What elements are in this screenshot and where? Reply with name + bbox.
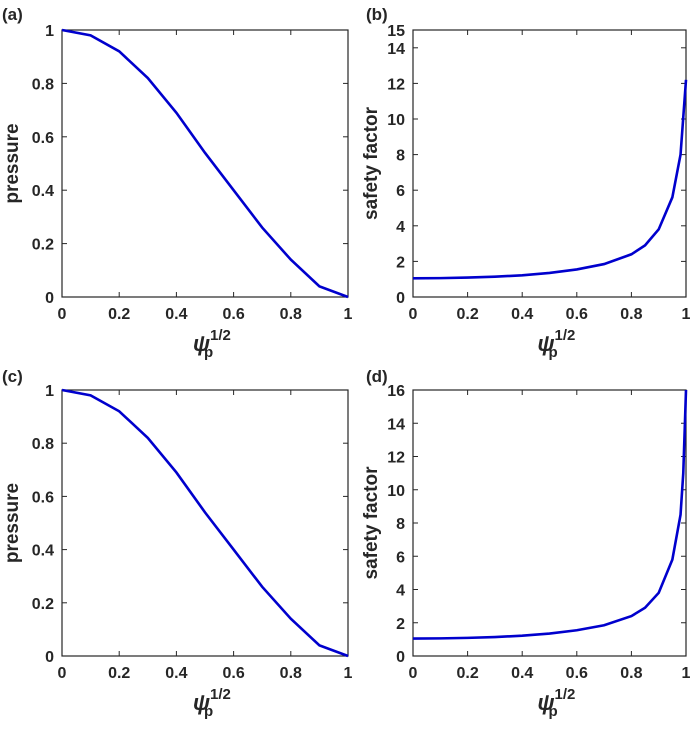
y-tick-label: 2 [396, 616, 405, 633]
x-axis-label: ψ1/2 [193, 686, 231, 715]
y-tick-label: 0.2 [32, 596, 54, 613]
x-axis-label-sub: p [204, 344, 213, 361]
y-tick-label: 6 [396, 549, 405, 566]
y-tick-label: 6 [396, 183, 405, 200]
y-axis-label: safety factor [361, 466, 382, 580]
y-tick-label: 15 [387, 23, 405, 40]
x-tick-label: 0.4 [511, 665, 533, 682]
x-tick-label: 0.4 [165, 306, 187, 323]
x-tick-label: 0.8 [620, 665, 642, 682]
y-tick-label: 0 [396, 290, 405, 307]
x-tick-label: 0.6 [222, 665, 244, 682]
plot-frame [412, 29, 687, 298]
panel-label: (c) [2, 367, 23, 386]
x-tick-label: 0.8 [280, 665, 302, 682]
y-tick-label: 0.8 [32, 436, 54, 453]
panel-label: (a) [2, 5, 23, 24]
y-tick-label: 16 [387, 383, 405, 400]
x-axis-label: ψ1/2 [193, 327, 231, 356]
y-tick-label: 0 [45, 649, 54, 666]
chart-panel-c: (c) 0 0.2 0.4 0.6 0.8 1 0 0.2 0.4 0.6 0.8 1 pressure ψ… [2, 367, 353, 720]
y-tick-label: 8 [396, 516, 405, 533]
y-tick-label: 0.2 [32, 237, 54, 254]
y-tick-label: 2 [396, 254, 405, 271]
x-axis-label: ψ1/2 [538, 686, 576, 715]
x-axis-label-sup: 1/2 [555, 686, 576, 703]
y-tick-label: 4 [396, 219, 405, 236]
x-axis-label: ψ1/2 [538, 327, 576, 356]
y-tick-label: 0.4 [32, 183, 54, 200]
x-axis-label-symbol: ψ [538, 690, 555, 715]
x-tick-label: 0.4 [165, 665, 187, 682]
x-tick-label: 1 [344, 665, 353, 682]
x-tick-label: 0 [58, 306, 67, 323]
x-axis-label-sub: p [204, 703, 213, 720]
y-tick-label: 0.6 [32, 130, 54, 147]
x-tick-label: 1 [682, 306, 691, 323]
x-tick-label: 0.6 [566, 665, 588, 682]
y-tick-label: 8 [396, 148, 405, 165]
x-tick-label: 0.2 [108, 306, 130, 323]
y-tick-label: 10 [387, 483, 405, 500]
x-axis-label-symbol: ψ [193, 690, 210, 715]
x-axis-label-sub: p [549, 344, 558, 361]
x-axis-label-sub: p [549, 703, 558, 720]
x-tick-label: 1 [344, 306, 353, 323]
series-line [412, 79, 688, 280]
y-tick-label: 0 [396, 649, 405, 666]
x-tick-label: 0 [58, 665, 67, 682]
x-axis-label-sup: 1/2 [210, 327, 231, 344]
x-tick-label: 0.2 [456, 665, 478, 682]
y-tick-label: 10 [387, 112, 405, 129]
y-axis-label: pressure [2, 483, 23, 563]
x-tick-label: 0.6 [566, 306, 588, 323]
x-tick-label: 0.8 [280, 306, 302, 323]
x-tick-label: 0.8 [620, 306, 642, 323]
x-axis-label-sup: 1/2 [555, 327, 576, 344]
y-tick-label: 14 [387, 41, 405, 58]
x-axis-label-sup: 1/2 [210, 686, 231, 703]
y-tick-label: 0.8 [32, 76, 54, 93]
chart-panel-a: (a) 0 0.2 0.4 0.6 0.8 1 0 0.2 0.4 0.6 0.8 1 pressure ψ… [2, 5, 353, 361]
y-axis-label: safety factor [361, 106, 382, 220]
y-tick-label: 0 [45, 290, 54, 307]
y-tick-label: 1 [45, 383, 54, 400]
x-tick-label: 0 [409, 665, 418, 682]
y-tick-label: 14 [387, 416, 405, 433]
plot-frame [61, 389, 349, 657]
x-tick-label: 1 [682, 665, 691, 682]
y-tick-label: 4 [396, 583, 405, 600]
plot-frame [61, 29, 349, 298]
x-axis-label-symbol: ψ [193, 331, 210, 356]
y-axis-label: pressure [2, 123, 23, 203]
panel-label: (b) [366, 5, 388, 24]
series-line [61, 28, 349, 299]
series-line [61, 388, 349, 658]
x-tick-label: 0.2 [108, 665, 130, 682]
x-tick-label: 0.6 [222, 306, 244, 323]
x-tick-label: 0.2 [456, 306, 478, 323]
y-tick-label: 0.6 [32, 489, 54, 506]
y-tick-label: 0.4 [32, 543, 54, 560]
plot-frame [412, 389, 687, 657]
y-tick-label: 1 [45, 23, 54, 40]
series-line [412, 389, 688, 640]
x-tick-label: 0.4 [511, 306, 533, 323]
x-axis-label-symbol: ψ [538, 331, 555, 356]
panel-label: (d) [366, 367, 388, 386]
x-tick-label: 0 [409, 306, 418, 323]
y-tick-label: 12 [387, 76, 405, 93]
y-tick-label: 12 [387, 450, 405, 467]
